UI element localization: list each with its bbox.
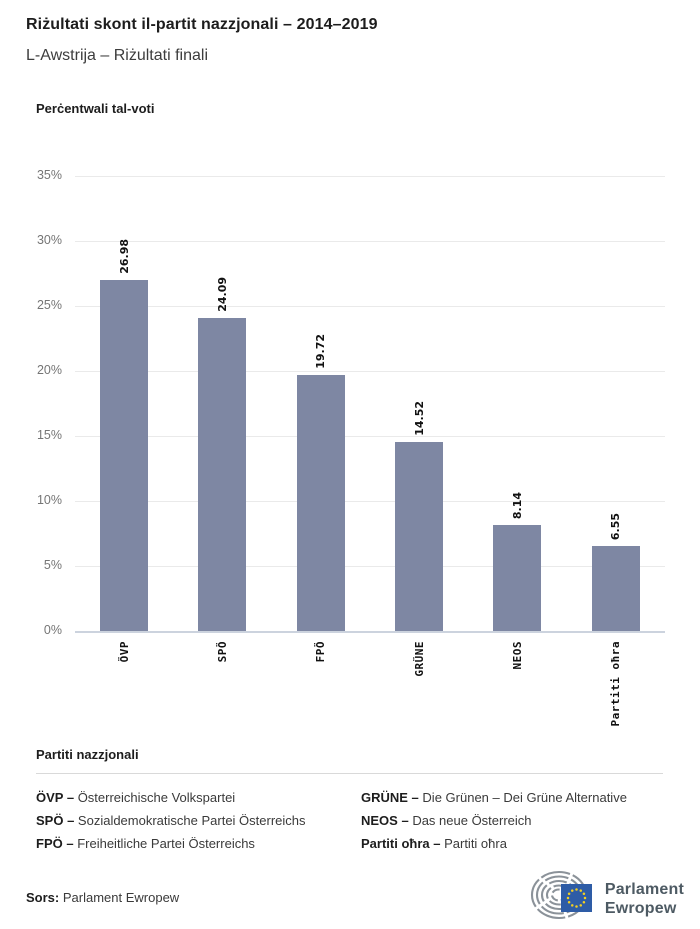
- gridline: [75, 176, 665, 177]
- bar-group: 14.52: [370, 176, 468, 631]
- bar: [395, 442, 444, 631]
- legend-abbr: Partiti oħra –: [361, 836, 441, 851]
- y-tick-label: 5%: [43, 558, 62, 572]
- x-tick-label: Partiti oħra: [609, 641, 623, 727]
- bar: [198, 317, 247, 631]
- bar-value-label: 26.98: [117, 239, 131, 275]
- legend-desc: Partiti oħra: [444, 836, 507, 851]
- legend-desc: Das neue Österreich: [412, 813, 532, 828]
- y-tick-label: 35%: [36, 168, 62, 182]
- bar: [296, 374, 345, 631]
- legend-desc: Sozialdemokratische Partei Österreichs: [77, 813, 306, 828]
- legend-abbr: NEOS –: [361, 813, 409, 828]
- bar-value-label: 24.09: [215, 277, 229, 312]
- legend-desc: Freiheitliche Partei Österreichs: [77, 836, 255, 851]
- legend-grid: ÖVP – Österreichische Volkspartei SPÖ – …: [36, 786, 663, 855]
- legend-desc: Österreichische Volkspartei: [77, 790, 236, 805]
- bar-group: 19.72: [272, 176, 370, 631]
- gridline: [75, 501, 665, 502]
- ep-logo: Parlament Ewropew: [530, 869, 690, 929]
- legend-item: NEOS – Das neue Österreich: [361, 809, 663, 832]
- y-tick-label: 20%: [36, 363, 62, 377]
- logo-text: Parlament Ewropew: [605, 880, 684, 918]
- eu-flag-icon: [560, 884, 592, 912]
- source-label: Sors:: [26, 889, 60, 905]
- x-tick-slot: Partiti oħra: [567, 631, 665, 727]
- legend-item: Partiti oħra – Partiti oħra: [361, 832, 663, 855]
- bar-value-label: 8.14: [510, 492, 524, 520]
- legend-column-right: GRÜNE – Die Grünen – Dei Grüne Alternati…: [361, 786, 663, 855]
- bar-group: 6.55: [567, 176, 665, 631]
- logo-text-line2: Ewropew: [604, 900, 677, 917]
- gridline: [75, 371, 665, 372]
- bar-group: 24.09: [173, 176, 271, 631]
- y-tick-label: 10%: [36, 493, 62, 507]
- hemicycle-icon: [530, 870, 592, 920]
- x-tick-label: SPÖ: [215, 641, 229, 663]
- gridline: [75, 631, 665, 633]
- gridline: [75, 566, 665, 567]
- bar-value-label: 19.72: [314, 333, 328, 369]
- x-tick-label: FPÖ: [314, 641, 328, 663]
- x-tick-slot: FPÖ: [272, 631, 370, 723]
- y-tick-label: 0%: [43, 623, 62, 637]
- y-tick-label: 25%: [36, 298, 62, 312]
- bar: [591, 545, 640, 631]
- legend-desc: Die Grünen – Dei Grüne Alternative: [422, 790, 627, 805]
- source-value: Parlament Ewropew: [62, 889, 180, 905]
- y-tick-label: 30%: [36, 233, 62, 247]
- page-title: Riżultati skont il-partit nazzjonali – 2…: [26, 16, 378, 33]
- x-tick-slot: ÖVP: [75, 631, 173, 723]
- y-axis-title: Perċentwali tal-voti: [36, 101, 155, 116]
- y-tick-label: 15%: [36, 428, 62, 442]
- bar: [493, 525, 542, 631]
- footer: Sors: Parlament Ewropew: [26, 869, 690, 929]
- bar-value-label: 6.55: [609, 512, 623, 540]
- logo-text-line1: Parlament: [604, 881, 684, 898]
- legend-abbr: SPÖ –: [36, 813, 75, 828]
- x-axis-labels: ÖVP SPÖ FPÖ GRÜNE NEOS Partiti oħra: [75, 631, 665, 727]
- legend-abbr: GRÜNE –: [361, 790, 419, 805]
- legend-abbr: ÖVP –: [36, 790, 75, 805]
- bars-layer: 26.98 24.09 19.72 14.52 8.14 6.55: [75, 176, 665, 631]
- legend-item: GRÜNE – Die Grünen – Dei Grüne Alternati…: [361, 786, 663, 809]
- gridline: [75, 436, 665, 437]
- legend-item: ÖVP – Österreichische Volkspartei: [36, 786, 361, 809]
- bar-value-label: 14.52: [412, 401, 426, 437]
- bar-chart: 35% 30% 25% 20% 15% 10% 5% 0% 26.98 24.09 19.72 14…: [37, 168, 665, 637]
- x-tick-slot: SPÖ: [173, 631, 271, 723]
- bar-group: 8.14: [468, 176, 566, 631]
- bar: [100, 280, 149, 631]
- source-note: Sors: Parlament Ewropew: [26, 890, 179, 909]
- bar-group: 26.98: [75, 176, 173, 631]
- x-tick-label: ÖVP: [117, 641, 131, 663]
- legend: Partiti nazzjonali ÖVP – Österreichische…: [36, 747, 663, 855]
- page-subtitle: L-Awstrija – Riżultati finali: [26, 47, 208, 64]
- x-tick-label: NEOS: [510, 641, 524, 670]
- legend-column-left: ÖVP – Österreichische Volkspartei SPÖ – …: [36, 786, 361, 855]
- legend-title: Partiti nazzjonali: [36, 747, 139, 762]
- x-tick-label: GRÜNE: [412, 641, 426, 677]
- legend-item: FPÖ – Freiheitliche Partei Österreichs: [36, 832, 361, 855]
- gridline: [75, 241, 665, 242]
- x-tick-slot: GRÜNE: [370, 631, 468, 723]
- legend-abbr: FPÖ –: [36, 836, 74, 851]
- legend-divider: [36, 773, 663, 774]
- x-tick-slot: NEOS: [468, 631, 566, 723]
- legend-item: SPÖ – Sozialdemokratische Partei Österre…: [36, 809, 361, 832]
- gridline: [75, 306, 665, 307]
